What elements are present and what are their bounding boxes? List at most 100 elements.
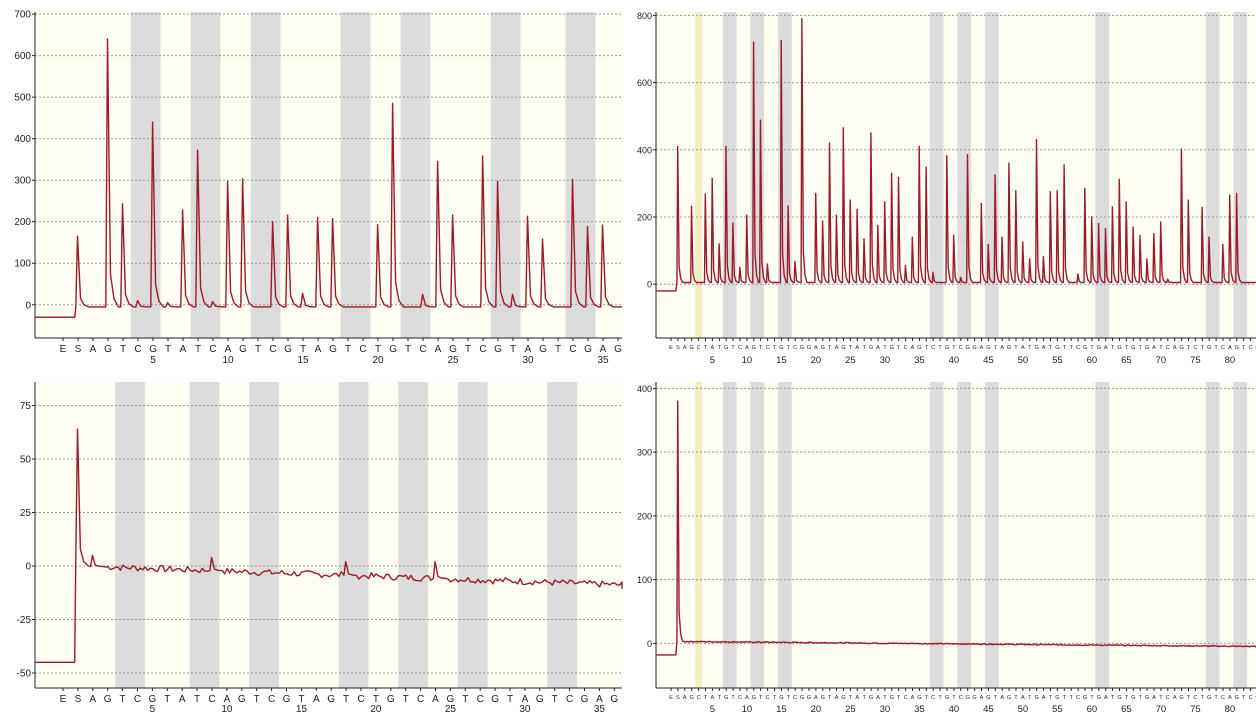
flow-letter-label: G bbox=[104, 344, 112, 355]
peak-point bbox=[316, 216, 319, 219]
flow-letter-label: A bbox=[1000, 695, 1004, 701]
peak-point bbox=[994, 174, 996, 176]
peak-point bbox=[1063, 164, 1065, 166]
flow-letter-label: T bbox=[403, 694, 409, 705]
flow-letter-label: E bbox=[60, 344, 67, 355]
peak-point bbox=[76, 428, 79, 430]
peak-point bbox=[1139, 234, 1141, 237]
peak-point bbox=[863, 238, 865, 240]
flow-letter-label: C bbox=[134, 344, 141, 355]
flow-letter-label: T bbox=[1159, 695, 1163, 701]
peak-point bbox=[732, 222, 734, 224]
peak-point bbox=[434, 561, 436, 563]
flow-letter-label: T bbox=[759, 695, 763, 701]
flow-letter-label: A bbox=[1042, 695, 1046, 701]
flow-letter-label: G bbox=[690, 695, 694, 701]
flow-letter-label: G bbox=[1131, 345, 1135, 351]
peak-point bbox=[980, 202, 982, 205]
flow-letter-label: G bbox=[1035, 345, 1039, 351]
flow-letter-label: A bbox=[855, 345, 859, 351]
flow-letter-label: T bbox=[375, 344, 381, 355]
flow-letter-label: G bbox=[614, 344, 622, 355]
flow-letter-label: C bbox=[738, 695, 742, 701]
flow-number-label: 25 bbox=[445, 704, 457, 715]
flow-letter-label: C bbox=[208, 694, 215, 705]
flow-letter-label: G bbox=[1207, 695, 1211, 701]
peak-point bbox=[211, 300, 214, 303]
flow-letter-label: G bbox=[238, 694, 246, 705]
peak-point bbox=[1111, 206, 1113, 208]
peak-point bbox=[376, 224, 379, 226]
flow-letter-label: G bbox=[690, 345, 694, 351]
flow-letter-label: G bbox=[1083, 695, 1087, 701]
flow-letter-label: G bbox=[149, 694, 157, 705]
flow-letter-label: T bbox=[345, 344, 351, 355]
peak-point bbox=[345, 561, 347, 563]
flow-number-label: 75 bbox=[1190, 355, 1201, 366]
flow-letter-label: A bbox=[1152, 345, 1156, 351]
peak-point bbox=[1229, 194, 1231, 196]
shaded-band bbox=[929, 12, 944, 338]
flow-letter-label: A bbox=[835, 695, 839, 701]
flow-letter-label: G bbox=[239, 344, 247, 355]
peak-point bbox=[987, 243, 989, 246]
flow-letter-label: G bbox=[841, 695, 845, 701]
flow-letter-label: A bbox=[1021, 345, 1025, 351]
flow-letter-label: T bbox=[300, 344, 306, 355]
peak-point bbox=[870, 132, 872, 134]
peak-point bbox=[842, 127, 844, 129]
flow-letter-label: A bbox=[1152, 695, 1156, 701]
flow-letter-label: S bbox=[75, 694, 82, 705]
y-tick-label: 300 bbox=[14, 176, 31, 187]
flow-letter-label: G bbox=[1179, 695, 1183, 701]
flow-letter-label: A bbox=[522, 694, 529, 705]
flow-number-label: 5 bbox=[710, 355, 715, 366]
flow-number-label: 80 bbox=[1225, 355, 1236, 366]
flow-letter-label: A bbox=[835, 345, 839, 351]
flow-letter-label: G bbox=[779, 345, 783, 351]
shaded-band bbox=[1205, 382, 1220, 688]
peak-point bbox=[1049, 191, 1051, 193]
flow-letter-label: T bbox=[883, 345, 887, 351]
flow-letter-label: A bbox=[1173, 695, 1177, 701]
peak-point bbox=[835, 214, 837, 216]
flow-number-label: 55 bbox=[1052, 704, 1063, 715]
peak-point bbox=[571, 178, 574, 180]
flow-letter-label: G bbox=[986, 345, 990, 351]
shaded-band bbox=[777, 382, 792, 688]
flow-letter-label: A bbox=[1228, 345, 1232, 351]
flow-number-label: 15 bbox=[776, 704, 787, 715]
peak-point bbox=[801, 18, 803, 20]
peak-point bbox=[526, 215, 529, 217]
shaded-band bbox=[547, 382, 578, 688]
peak-point bbox=[877, 224, 879, 227]
peak-point bbox=[496, 180, 499, 183]
flow-letter-label: T bbox=[862, 345, 866, 351]
signal-trace bbox=[35, 428, 623, 663]
flow-letter-label: T bbox=[938, 345, 942, 351]
flow-letter-label: G bbox=[1117, 695, 1121, 701]
flow-letter-label: C bbox=[569, 344, 576, 355]
flow-letter-label: G bbox=[283, 694, 291, 705]
flow-letter-label: T bbox=[194, 694, 200, 705]
flow-letter-label: A bbox=[1000, 345, 1004, 351]
flow-letter-label: C bbox=[793, 345, 797, 351]
flow-number-label: 30 bbox=[522, 355, 534, 366]
flow-letter-label: S bbox=[676, 345, 680, 351]
flow-letter-label: G bbox=[329, 344, 337, 355]
flow-letter-label: C bbox=[1193, 695, 1197, 701]
y-tick-label: 0 bbox=[647, 639, 652, 649]
flow-letter-label: T bbox=[255, 344, 261, 355]
flow-letter-label: T bbox=[120, 344, 126, 355]
flow-number-label: 25 bbox=[447, 355, 459, 366]
peak-point bbox=[766, 263, 768, 265]
flow-letter-label: C bbox=[931, 345, 935, 351]
flow-letter-label: G bbox=[1207, 345, 1211, 351]
shaded-band bbox=[490, 12, 521, 338]
peak-point bbox=[451, 214, 454, 216]
flow-letter-label: T bbox=[1049, 695, 1053, 701]
flow-letter-label: G bbox=[581, 694, 589, 705]
flow-letter-label: A bbox=[980, 695, 984, 701]
chart-top-right: 0 200 400 600 800 E S A G C T A T G T C A G T C T G T C G G A G T A G T… bbox=[628, 0, 1256, 370]
